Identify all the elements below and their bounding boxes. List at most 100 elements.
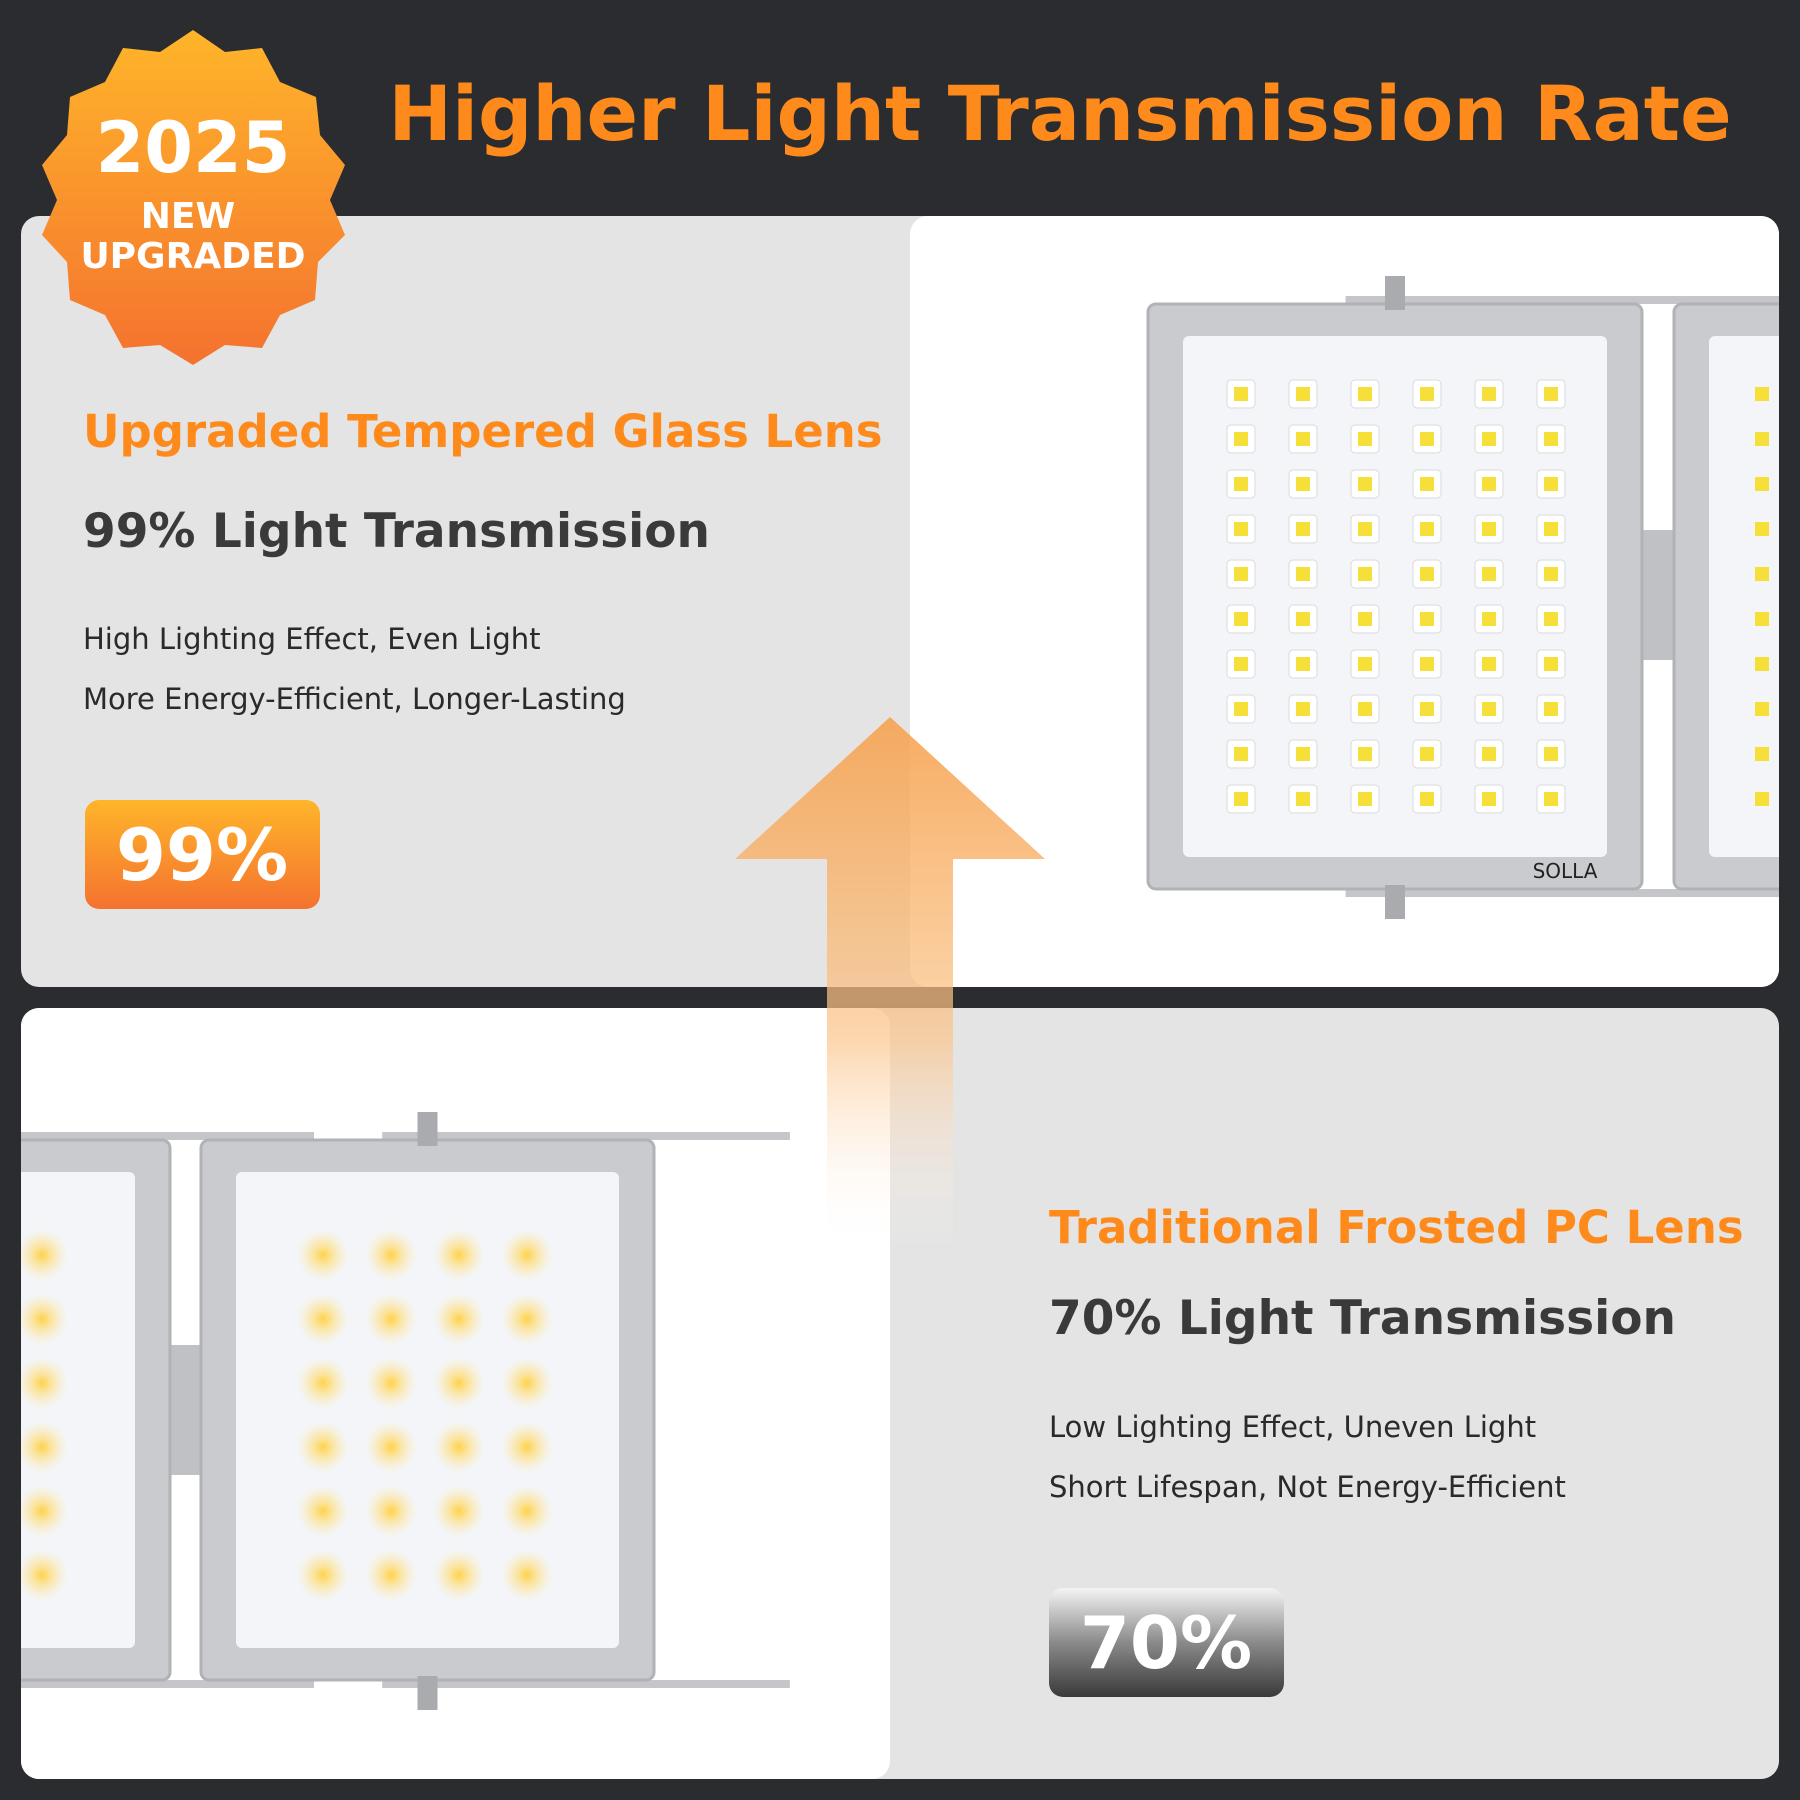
- led-chip: [1358, 477, 1372, 491]
- lamp-image-frosted: [21, 1112, 790, 1710]
- led-chip: [1234, 747, 1248, 761]
- led-blur: [297, 1485, 349, 1537]
- bracket: [1345, 889, 1779, 897]
- led-chip: [1358, 567, 1372, 581]
- led-chip: [1755, 432, 1769, 446]
- bolt: [417, 1676, 438, 1710]
- led-chip: [1296, 477, 1310, 491]
- led-blur: [501, 1293, 553, 1345]
- led-blur: [21, 1229, 68, 1281]
- led-chip: [1420, 567, 1434, 581]
- bolt: [1385, 885, 1405, 919]
- arrow: [735, 717, 1045, 1251]
- lamp-lens: [236, 1172, 619, 1648]
- led-chip: [1420, 702, 1434, 716]
- led-blur: [365, 1485, 417, 1537]
- feature: High Lighting Effect, Even Light: [83, 622, 541, 656]
- led-chip: [1544, 567, 1558, 581]
- led-chip: [1544, 657, 1558, 671]
- led-blur: [297, 1549, 349, 1601]
- led-blur: [501, 1421, 553, 1473]
- led-blur: [21, 1549, 68, 1601]
- led-chip: [1234, 387, 1248, 401]
- led-chip: [1420, 657, 1434, 671]
- led-blur: [433, 1421, 485, 1473]
- led-chip: [1755, 792, 1769, 806]
- brand: SOLLA: [1533, 859, 1598, 883]
- led-blur: [21, 1485, 68, 1537]
- led-chip: [1234, 477, 1248, 491]
- led-blur: [501, 1357, 553, 1409]
- heading: Traditional Frosted PC Lens: [1049, 1201, 1744, 1254]
- led-chip: [1482, 567, 1496, 581]
- lamp-frame: [1672, 302, 1779, 891]
- led-blur: [501, 1485, 553, 1537]
- led-blur: [433, 1229, 485, 1281]
- led-chip: [1358, 702, 1372, 716]
- feature: More Energy-Efficient, Longer-Lasting: [83, 682, 626, 716]
- led-blur: [433, 1293, 485, 1345]
- led-chip: [1544, 522, 1558, 536]
- led-blur: [297, 1357, 349, 1409]
- led-chip: [1544, 477, 1558, 491]
- led-blur: [365, 1357, 417, 1409]
- led-blur: [365, 1549, 417, 1601]
- led-blur: [501, 1229, 553, 1281]
- bracket: [21, 1132, 314, 1140]
- led-chip: [1544, 702, 1558, 716]
- led-blur: [433, 1357, 485, 1409]
- led-chip: [1296, 432, 1310, 446]
- led-chip: [1358, 432, 1372, 446]
- led-blur: [433, 1485, 485, 1537]
- led-blur: [365, 1229, 417, 1281]
- led-chip: [1755, 477, 1769, 491]
- led-chip: [1755, 387, 1769, 401]
- led-blur: [297, 1293, 349, 1345]
- led-chip: [1482, 387, 1496, 401]
- led-chip: [1296, 567, 1310, 581]
- led-chip: [1755, 702, 1769, 716]
- rate-label: 99%: [116, 813, 288, 897]
- led-chip: [1755, 522, 1769, 536]
- led-chip: [1482, 612, 1496, 626]
- led-chip: [1296, 612, 1310, 626]
- led-blur: [297, 1421, 349, 1473]
- bolt: [1385, 276, 1405, 310]
- led-chip: [1296, 522, 1310, 536]
- led-chip: [1420, 387, 1434, 401]
- led-blur: [433, 1549, 485, 1601]
- led-chip: [1482, 702, 1496, 716]
- led-chip: [1755, 747, 1769, 761]
- bracket: [382, 1132, 790, 1140]
- led-chip: [1296, 702, 1310, 716]
- led-chip: [1420, 612, 1434, 626]
- led-chip: [1544, 747, 1558, 761]
- bracket: [382, 1680, 790, 1688]
- led-chip: [1234, 702, 1248, 716]
- led-chip: [1420, 432, 1434, 446]
- led-blur: [365, 1421, 417, 1473]
- badge-text: UPGRADED: [80, 236, 305, 277]
- led-chip: [1234, 432, 1248, 446]
- led-chip: [1420, 747, 1434, 761]
- led-chip: [1358, 792, 1372, 806]
- lamp-image-clear: SOLLA: [1146, 276, 1779, 919]
- badge-text: NEW: [141, 196, 235, 237]
- led-chip: [1755, 657, 1769, 671]
- led-chip: [1234, 612, 1248, 626]
- led-chip: [1358, 657, 1372, 671]
- rate-box: [1049, 1588, 1284, 1697]
- led-chip: [1420, 522, 1434, 536]
- led-chip: [1358, 387, 1372, 401]
- bracket: [21, 1680, 314, 1688]
- led-blur: [21, 1357, 68, 1409]
- led-chip: [1296, 792, 1310, 806]
- led-chip: [1296, 387, 1310, 401]
- led-blur: [21, 1293, 68, 1345]
- led-chip: [1482, 657, 1496, 671]
- led-chip: [1234, 657, 1248, 671]
- led-chip: [1358, 522, 1372, 536]
- led-blur: [297, 1229, 349, 1281]
- led-chip: [1482, 747, 1496, 761]
- led-chip: [1482, 477, 1496, 491]
